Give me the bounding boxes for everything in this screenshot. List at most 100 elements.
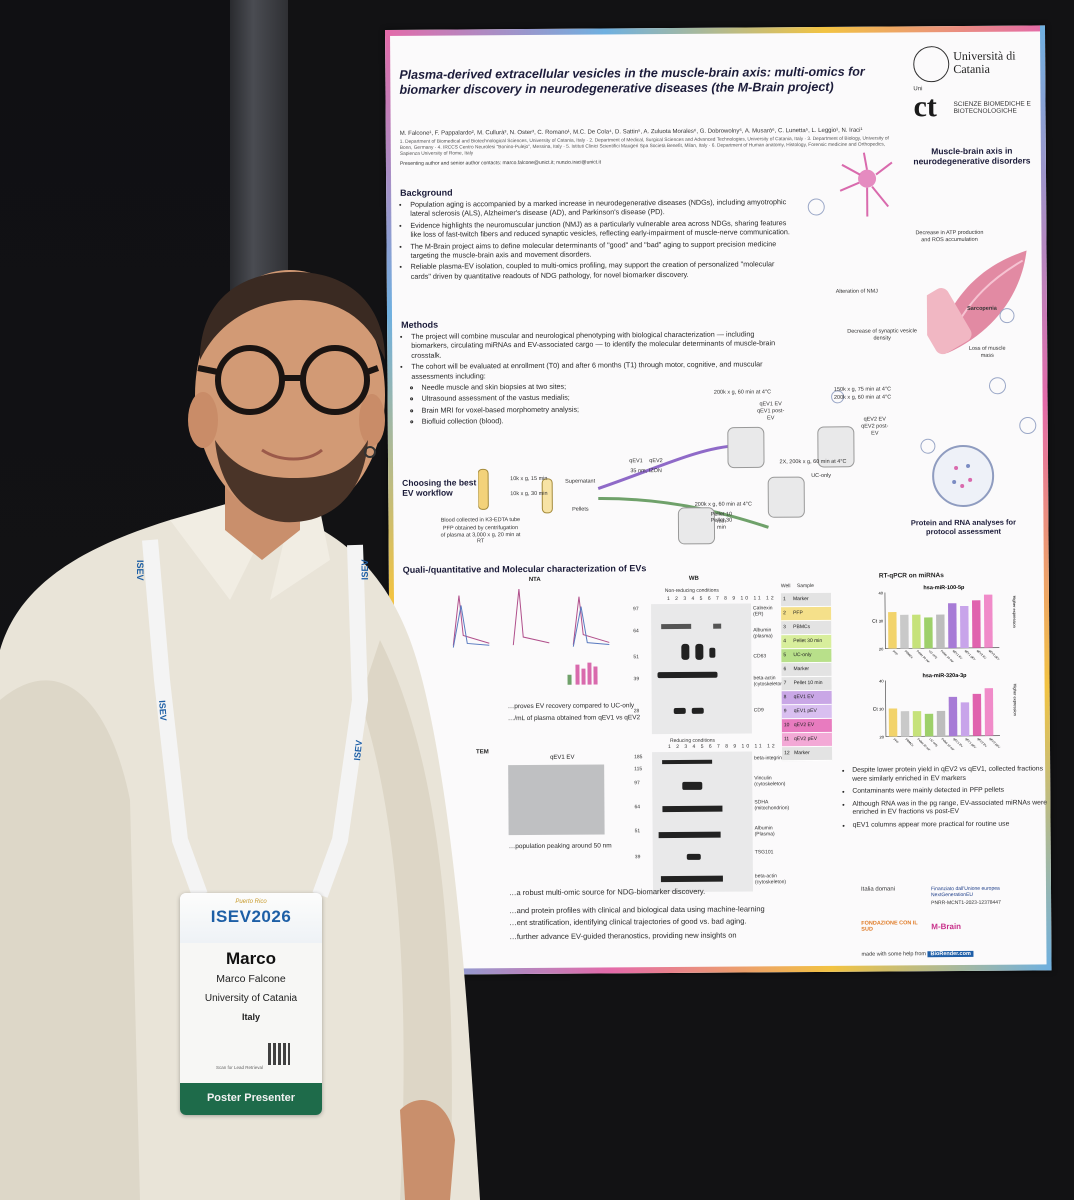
chart-x-tick: qEV1 EV [952, 649, 963, 660]
conclusion-item: Despite lower protein yield in qEV2 vs q… [852, 765, 1051, 783]
badge-full-name: Marco Falcone [216, 973, 286, 985]
chart-arrow-label: Higher expression [1013, 684, 1018, 716]
wb-lanes-top: 1 2 3 4 5 6 7 8 9 10 11 12 [666, 595, 776, 603]
badge-event-sub: Puerto Rico [235, 899, 267, 905]
legend-well-number: 11 [783, 736, 790, 743]
legend-sample-label: UC-only [793, 652, 812, 659]
wf-label-qev2-post: qEV2 post-EV [861, 423, 889, 437]
chart-bar [924, 617, 933, 649]
conclusions-list: Despite lower protein yield in qEV2 vs q… [842, 765, 1051, 833]
wb-kda: 185 [634, 754, 643, 761]
legend-well-number: 8 [783, 694, 787, 701]
legend-well-number: 2 [783, 610, 786, 617]
wb-marker-7: Vinculin (cytoskeleton) [754, 775, 786, 788]
wf-label-qev1-post: qEV1 post-EV [757, 408, 785, 421]
wb-kda: 115 [634, 766, 643, 773]
chart-bar [960, 605, 969, 648]
legend-row: 11 qEV2 pEV [781, 732, 833, 748]
chart-bar [983, 594, 993, 648]
legend-sample-label: Marker [793, 666, 810, 673]
wb-kda: 28 [633, 708, 640, 715]
wf-label-qev2: qEV2 [649, 458, 663, 465]
chart-bar [972, 693, 982, 736]
chart-title: hsa-miR-320a-3p [922, 673, 967, 679]
name-badge: Puerto Rico ISEV2026 Marco Marco Falcone… [180, 893, 322, 1115]
legend-row: 6 Marker [781, 662, 832, 678]
legend-row: 1 Marker [780, 592, 832, 608]
chart-y-tick: 40 [879, 679, 884, 684]
chart-x-tick: qEV1 pEV [964, 649, 977, 662]
chart-title: hsa-miR-100-5p [923, 585, 965, 591]
chart-bar [948, 603, 957, 649]
wb-bands-top [657, 623, 722, 714]
legend-well-number: 10 [783, 722, 790, 729]
legend-sample-label: PBMCs [793, 624, 811, 631]
chart-bar [936, 614, 945, 649]
legend-well-number: 3 [783, 624, 786, 631]
chart-bar [984, 688, 994, 736]
chart-y-tick: 30 [879, 707, 884, 712]
wf-label-izon: 35 nm, IZON [630, 468, 662, 475]
wb-nonreducing: Non-reducing conditions [664, 587, 719, 595]
legend-sample-label: Pellet 10 min [793, 679, 823, 687]
legend-well-number: 12 [784, 750, 790, 757]
pnrr-code: PNRR-MCNT1-2023-12378447 [931, 899, 1001, 907]
badge-header: Puerto Rico ISEV2026 [180, 893, 322, 943]
badge-scan-note: Scan for Lead Retrieval [216, 1065, 264, 1070]
rt-chart-1: hsa-miR-100-5p Ct 20 30 40 PFP PBMCs Pellet 30 … [869, 582, 1020, 664]
wb-bands-bottom [658, 759, 723, 883]
chart-x-tick: UC-only [928, 649, 939, 660]
badge-first-name: Marco [225, 949, 277, 968]
wb-marker-1: Calnexin (ER) [753, 605, 773, 618]
chart-bar [912, 614, 921, 649]
biorender-credit: made with some help from BioRender.com [861, 950, 974, 958]
fondazione-logo: FONDAZIONE CON IL SUD [861, 920, 918, 933]
muscle-icon [926, 250, 1027, 355]
wf-label-pellets: Pellets [572, 506, 589, 513]
legend-sample-label: qEV2 EV [793, 722, 815, 729]
wb-marker-6: beta-integrin [754, 755, 782, 762]
chart-bar [912, 711, 922, 737]
ev-large-icon [932, 444, 995, 507]
wb-marker-11: beta-actin (cytoskeleton) [754, 873, 787, 886]
biorender-brand: BioRender.com [927, 950, 974, 958]
wf-label-uc4: 2X, 200k x g, 60 min at 4°C [779, 458, 847, 466]
legend-row: 4 Pellet 30 min [781, 634, 832, 650]
legend-header-sample: Sample [796, 583, 814, 590]
wf-label-uc3: 200k x g, 60 min at 4°C [833, 394, 892, 401]
sample-legend-table: 1 Marker 2 PFP 3 PBMCs 4 Pellet 30 min 5 UC-only 6… [780, 592, 833, 762]
chart-bar [936, 710, 946, 737]
qr-code-icon [268, 1043, 290, 1065]
wb-kda: 97 [634, 780, 640, 787]
ct-logo-mark: ct [913, 90, 937, 124]
wb-marker-3: CD63 [753, 653, 767, 660]
badge-role: Poster Presenter [206, 1092, 296, 1104]
badge-event-logo: ISEV2026 [210, 907, 292, 926]
legend-row: 5 UC-only [781, 648, 832, 664]
wb-kda: 64 [633, 628, 639, 635]
chart-bar [888, 612, 897, 649]
department-name: SCIENZE BIOMEDICHE E BIOTECNOLOGICHE [953, 100, 1031, 116]
chart-x-tick: qEV1 pEV [964, 737, 977, 750]
wf-label-uc5: 200k x g, 60 min at 4°C [694, 501, 752, 508]
wf-label-qev1: qEV1 [629, 458, 643, 465]
wf-label-supernatant: Supernatant [565, 478, 596, 485]
conclusion-item: qEV1 columns appear more practical for r… [853, 820, 1052, 830]
chart-x-tick: qEV2 pEV [988, 649, 1001, 662]
legend-sample-label: PFP [793, 610, 803, 617]
chart-x-tick: UC-only [928, 737, 939, 748]
university-seal-icon [913, 46, 950, 83]
chart-y-tick: 20 [879, 647, 884, 652]
chart-y-tick: 20 [879, 735, 884, 740]
wf-label-uc2: 150k x g, 75 min at 4°C [833, 386, 892, 393]
rt-heading: RT-qPCR on miRNAs [878, 572, 944, 580]
lanyard-label: ISEV [157, 700, 169, 722]
wb-marker-4: beta-actin (cytoskeleton) [753, 675, 785, 688]
wf-label-uc1: 200k x g, 60 min at 4°C [713, 389, 772, 396]
legend-header-well: Well [780, 583, 791, 590]
legend-sample-label: Marker [792, 596, 809, 603]
chart-y-tick: 40 [878, 591, 883, 596]
university-logo: Università di Catania [913, 45, 1033, 86]
wb-marker-8: SDHA (mitochondrion) [754, 799, 790, 812]
wb-heading: WB [688, 575, 699, 582]
